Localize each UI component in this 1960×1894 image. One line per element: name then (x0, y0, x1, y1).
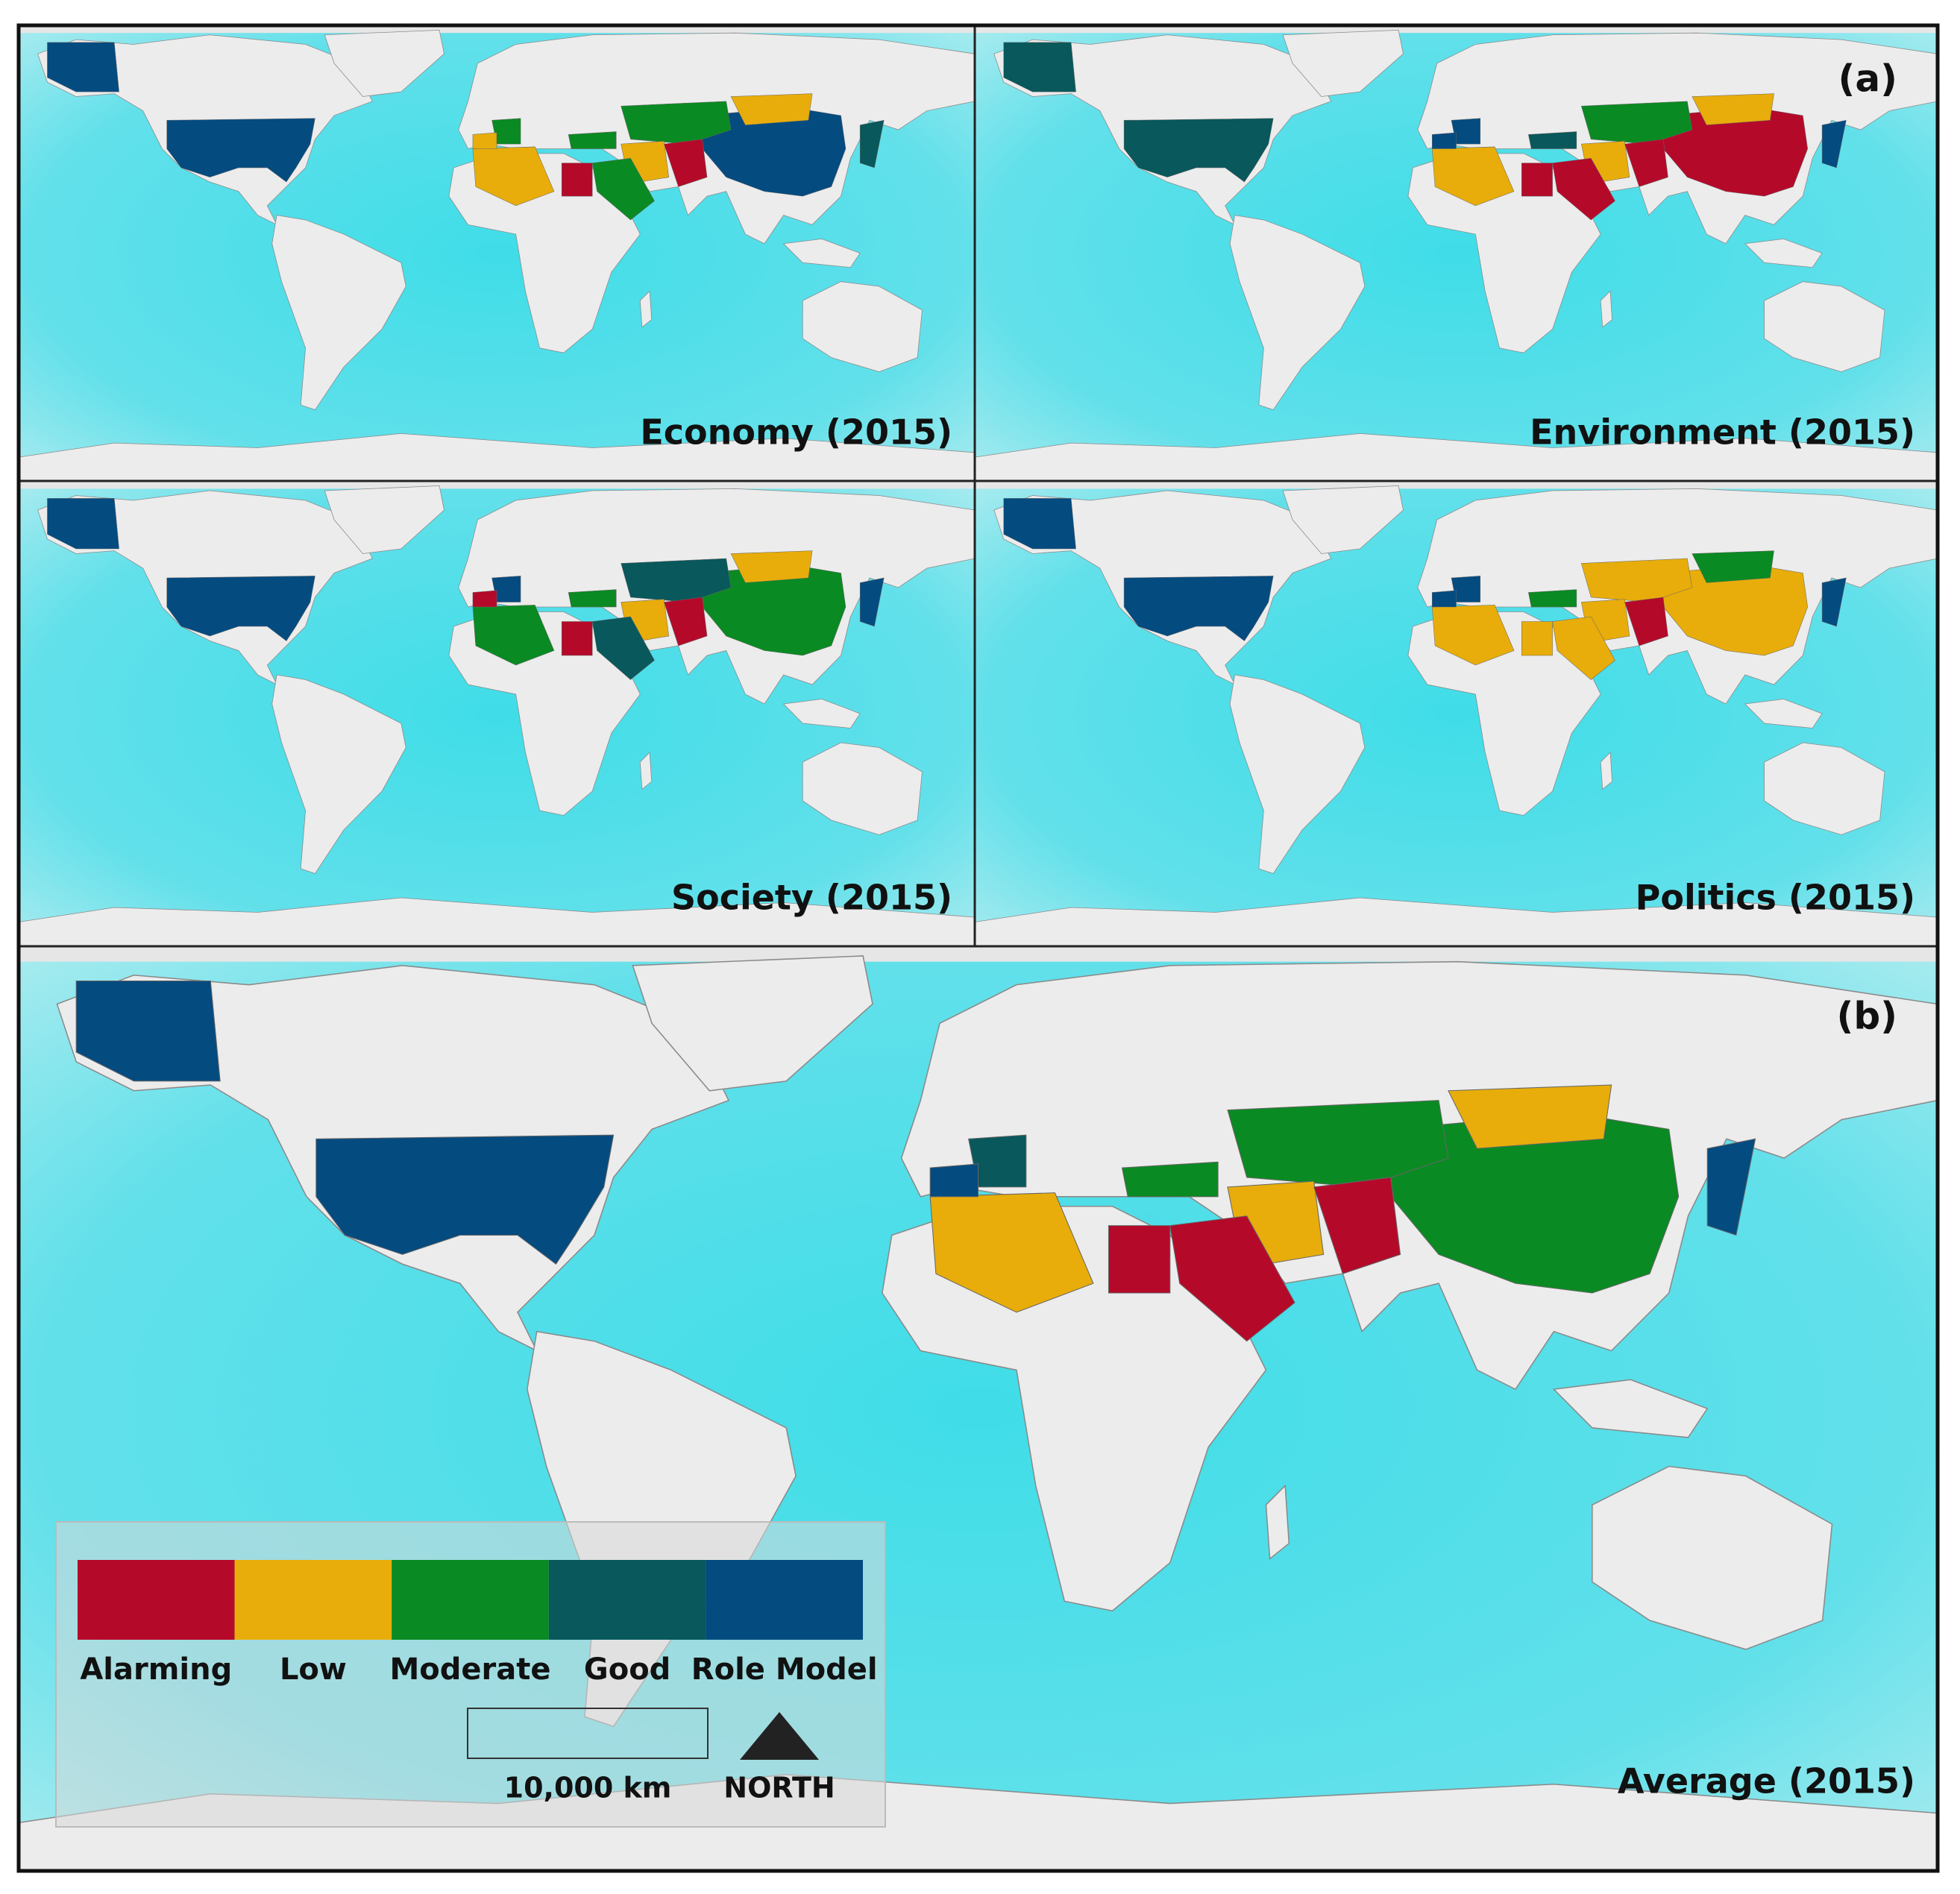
country (472, 605, 555, 666)
country (1528, 589, 1577, 608)
legend-label: Alarming (80, 1652, 232, 1687)
country (621, 558, 732, 603)
country (1692, 550, 1774, 583)
north-label: NORTH (723, 1772, 835, 1805)
country (47, 498, 119, 550)
country (1227, 1100, 1449, 1188)
country (929, 1163, 979, 1198)
country (859, 577, 885, 627)
scale-bar (467, 1708, 709, 1759)
country (664, 597, 708, 646)
country (1431, 132, 1457, 149)
country (1431, 590, 1457, 608)
map-panel (19, 25, 975, 481)
country (166, 118, 315, 183)
country (1552, 157, 1615, 221)
country (75, 980, 221, 1082)
country (1821, 577, 1847, 627)
country (1528, 131, 1577, 149)
country (1624, 597, 1668, 646)
country (1580, 101, 1693, 145)
north-arrow (740, 1712, 819, 1760)
country (1169, 1215, 1295, 1342)
country (1580, 558, 1693, 603)
legend-label: Moderate (389, 1652, 550, 1687)
outer-border (16, 23, 1940, 1873)
country (472, 590, 497, 608)
panel-label: Politics (2015) (1636, 878, 1915, 918)
country (591, 157, 655, 221)
panel-label: Environment (2015) (1530, 412, 1915, 453)
country (1521, 163, 1553, 197)
country (1552, 616, 1615, 680)
country (568, 589, 617, 608)
country (1003, 42, 1076, 92)
country (730, 550, 813, 583)
country (1108, 1225, 1171, 1294)
legend-swatch (548, 1560, 706, 1640)
country (568, 131, 617, 149)
country (472, 146, 555, 207)
country (1431, 605, 1515, 666)
legend-swatch (78, 1560, 235, 1640)
scale-bar-label: 10,000 km (504, 1772, 672, 1805)
country (47, 42, 119, 92)
country (621, 101, 732, 145)
country (1521, 621, 1553, 656)
country (1123, 576, 1274, 641)
country (1121, 1161, 1219, 1198)
legend-swatch (706, 1560, 863, 1640)
panel-letter: (a) (1838, 57, 1897, 101)
map-panel (975, 481, 1938, 946)
country (1313, 1177, 1401, 1274)
panel-label: Economy (2015) (640, 412, 952, 453)
country (1123, 118, 1274, 183)
map-panel (19, 481, 975, 946)
legend-label: Role Model (691, 1652, 878, 1687)
country (1431, 146, 1515, 207)
legend-swatch (234, 1560, 392, 1640)
panel-letter: (b) (1837, 995, 1898, 1038)
legend-label: Good (584, 1652, 670, 1687)
legend-swatch (392, 1560, 549, 1640)
map-panel (975, 25, 1938, 481)
country (664, 139, 708, 187)
country (1624, 139, 1668, 187)
country (1706, 1138, 1756, 1236)
country (859, 119, 885, 169)
country (561, 163, 593, 197)
country (561, 621, 593, 656)
country (730, 93, 813, 125)
country (591, 616, 655, 680)
country (315, 1134, 615, 1265)
country (1003, 498, 1076, 550)
country (1821, 119, 1847, 169)
country (1448, 1084, 1612, 1149)
panel-label: Average (2015) (1618, 1761, 1915, 1802)
country (166, 576, 315, 641)
country (1692, 93, 1774, 125)
legend-label: Low (280, 1652, 347, 1687)
country (929, 1192, 1094, 1313)
panel-label: Society (2015) (671, 878, 952, 918)
country (472, 132, 497, 149)
